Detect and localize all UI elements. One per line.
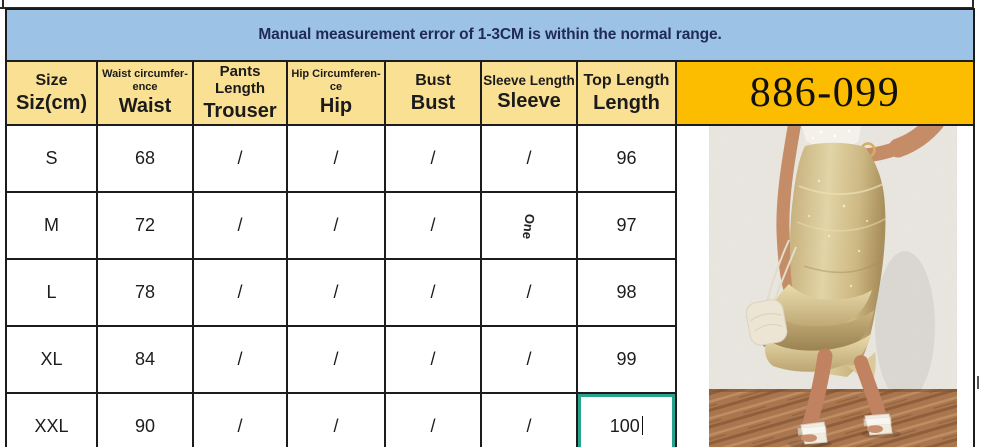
col-sub-label: Sleeve Length — [483, 73, 575, 89]
selected-cell-length-xxl[interactable]: 100 — [576, 392, 677, 447]
table-cell[interactable]: / — [480, 325, 578, 394]
table-cell[interactable]: / — [286, 191, 386, 260]
row-label-xl[interactable]: XL — [5, 325, 98, 394]
col-main-label: Trouser — [203, 99, 277, 122]
col-main-label: Bust — [410, 91, 456, 114]
gridline-top — [0, 7, 974, 9]
table-cell[interactable]: 90 — [96, 392, 194, 447]
table-cell[interactable]: / — [192, 191, 288, 260]
table-cell[interactable]: 68 — [96, 124, 194, 193]
product-photo — [709, 126, 957, 447]
gridline-left-tick — [2, 0, 4, 8]
cell-value: 100 — [609, 416, 640, 436]
table-cell[interactable]: / — [286, 124, 386, 193]
table-cell[interactable]: 78 — [96, 258, 194, 327]
table-cell-rotated[interactable]: One — [480, 191, 578, 260]
col-header-trouser[interactable]: Pants Length Trouser — [192, 60, 288, 126]
col-sub-label: Hip Circumferen- ce — [291, 68, 381, 93]
col-main-label: Sleeve — [497, 90, 561, 113]
table-cell[interactable]: 96 — [576, 124, 677, 193]
table-cell[interactable]: / — [286, 325, 386, 394]
table-cell[interactable]: / — [286, 258, 386, 327]
col-sub-label: Bust — [415, 71, 451, 89]
row-label-xxl[interactable]: XXL — [5, 392, 98, 447]
table-cell[interactable]: / — [480, 124, 578, 193]
row-label-m[interactable]: M — [5, 191, 98, 260]
table-cell[interactable]: / — [384, 191, 482, 260]
table-cell[interactable]: / — [480, 392, 578, 447]
col-sub-label: Waist circumfer- ence — [102, 68, 188, 93]
col-header-bust[interactable]: Bust Bust — [384, 60, 482, 126]
col-header-hip[interactable]: Hip Circumferen- ce Hip — [286, 60, 386, 126]
table-cell[interactable]: / — [286, 392, 386, 447]
table-cell[interactable]: / — [192, 325, 288, 394]
text-cursor — [641, 416, 644, 435]
table-cell[interactable]: / — [384, 124, 482, 193]
banner-note[interactable]: Manual measurement error of 1-3CM is wit… — [4, 8, 976, 62]
table-cell[interactable]: / — [384, 325, 482, 394]
col-main-label: Length — [593, 91, 660, 114]
rotated-text: One — [520, 213, 538, 240]
table-cell[interactable]: 99 — [576, 325, 677, 394]
table-cell[interactable]: / — [480, 258, 578, 327]
table-cell[interactable]: / — [192, 258, 288, 327]
table-cell[interactable]: / — [192, 392, 288, 447]
col-main-label: Hip — [319, 95, 353, 118]
table-cell[interactable]: 84 — [96, 325, 194, 394]
size-chart-table: Manual measurement error of 1-3CM is wit… — [4, 8, 976, 447]
col-header-size[interactable]: Size Siz(cm) — [5, 60, 98, 126]
table-cell[interactable]: 97 — [576, 191, 677, 260]
product-photo-cell[interactable] — [674, 124, 976, 447]
col-sub-label: Size — [35, 71, 68, 89]
table-cell[interactable]: 98 — [576, 258, 677, 327]
col-header-waist[interactable]: Waist circumfer- ence Waist — [96, 60, 194, 126]
col-main-label: Waist — [118, 95, 172, 118]
table-cell[interactable]: / — [384, 258, 482, 327]
product-code-cell[interactable]: 886-099 — [674, 60, 976, 126]
col-header-length[interactable]: Top Length Length — [576, 60, 677, 126]
row-label-l[interactable]: L — [5, 258, 98, 327]
gridline-right-tick — [977, 376, 979, 389]
row-label-s[interactable]: S — [5, 124, 98, 193]
table-cell[interactable]: 72 — [96, 191, 194, 260]
col-main-label: Siz(cm) — [15, 91, 88, 114]
table-cell[interactable]: / — [192, 124, 288, 193]
col-header-sleeve[interactable]: Sleeve Length Sleeve — [480, 60, 578, 126]
col-sub-label: Top Length — [583, 71, 670, 89]
table-cell[interactable]: / — [384, 392, 482, 447]
col-sub-label: Pants Length — [215, 63, 265, 97]
